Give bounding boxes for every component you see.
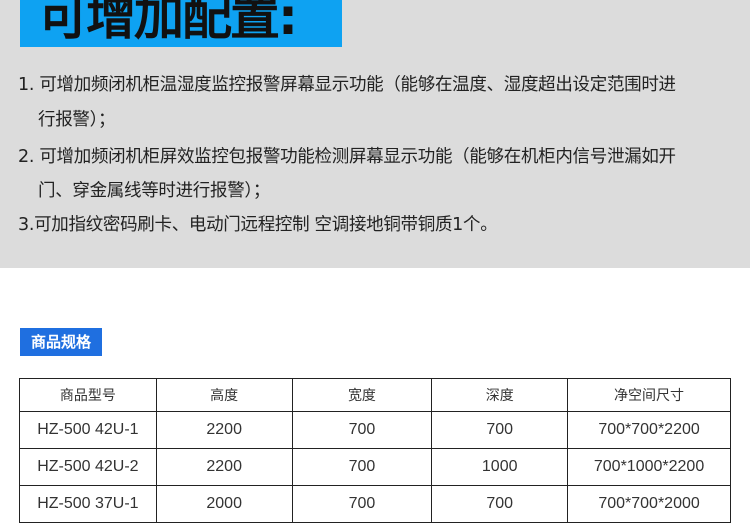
spec-tag: 商品规格 xyxy=(20,328,102,356)
cell: HZ-500 37U-1 xyxy=(19,485,157,523)
cell: HZ-500 42U-1 xyxy=(19,411,157,449)
config-section: 可增加配置: 1. 可增加频闭机柜温湿度监控报警屏幕显示功能（能够在温度、湿度超… xyxy=(0,0,750,268)
cell: HZ-500 42U-2 xyxy=(19,448,157,486)
header-cell: 宽度 xyxy=(291,378,433,412)
table-row: HZ-500 42U-1 2200 700 700 700*700*2200 xyxy=(19,411,731,449)
section-title: 可增加配置: xyxy=(20,0,342,47)
cell: 1000 xyxy=(431,448,569,486)
header-cell: 深度 xyxy=(431,378,569,412)
cell: 2200 xyxy=(155,448,293,486)
cell: 700*700*2200 xyxy=(567,411,731,449)
cell: 2200 xyxy=(155,411,293,449)
table-row: HZ-500 42U-2 2200 700 1000 700*1000*2200 xyxy=(19,448,731,486)
cell: 700*700*2000 xyxy=(567,485,731,523)
cell: 700*1000*2200 xyxy=(567,448,731,486)
config-line-2-cont: 门、穿金属线等时进行报警）； xyxy=(38,181,271,201)
config-line-1: 1. 可增加频闭机柜温湿度监控报警屏幕显示功能（能够在温度、湿度超出设定范围时进 xyxy=(18,75,676,95)
cell: 700 xyxy=(431,411,569,449)
config-line-3: 3.可加指纹密码刷卡、电动门远程控制 空调接地铜带铜质1个。 xyxy=(18,215,498,235)
cell: 700 xyxy=(291,448,433,486)
cell: 700 xyxy=(291,411,433,449)
cell: 700 xyxy=(431,485,569,523)
spec-table: 商品型号 高度 宽度 深度 净空间尺寸 HZ-500 42U-1 2200 70… xyxy=(19,378,731,523)
cell: 2000 xyxy=(155,485,293,523)
config-line-1-cont: 行报警）； xyxy=(38,110,116,130)
table-row: HZ-500 37U-1 2000 700 700 700*700*2000 xyxy=(19,485,731,523)
header-cell: 净空间尺寸 xyxy=(567,378,731,412)
cell: 700 xyxy=(291,485,433,523)
header-cell: 商品型号 xyxy=(19,378,157,412)
config-line-2: 2. 可增加频闭机柜屏效监控包报警功能检测屏幕显示功能（能够在机柜内信号泄漏如开 xyxy=(18,147,676,167)
table-header-row: 商品型号 高度 宽度 深度 净空间尺寸 xyxy=(19,378,731,412)
header-cell: 高度 xyxy=(155,378,293,412)
